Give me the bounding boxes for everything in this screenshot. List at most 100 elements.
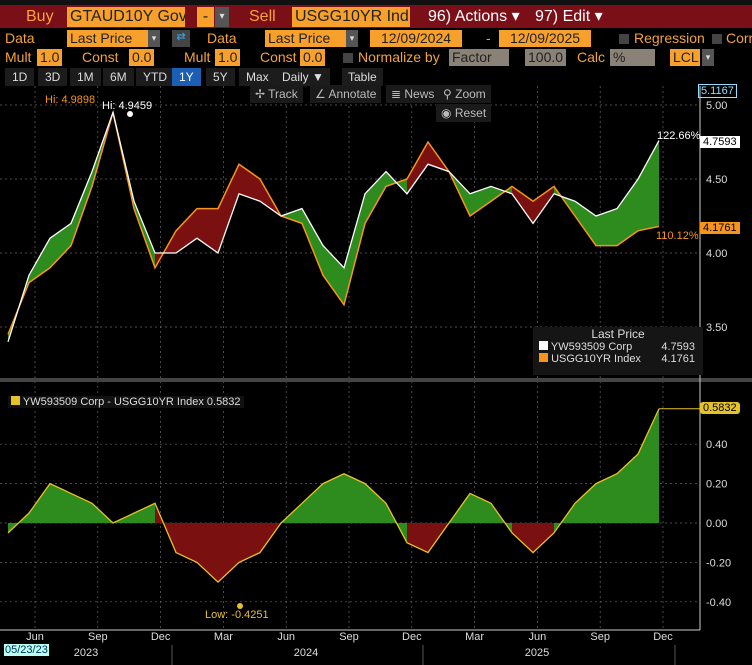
timeframe-1m[interactable]: 1M (70, 68, 101, 86)
panel-divider (0, 378, 752, 382)
normalize-checkbox[interactable] (343, 53, 353, 63)
reset-button[interactable]: ◉ Reset (436, 104, 492, 122)
spread-area-segment (134, 503, 155, 523)
zoom-label: Zoom (455, 87, 486, 101)
chart-area[interactable]: 5.00 4.50 4.00 3.50 0.40 0.20 0.00 -0.20 -0.40 Ju… (0, 86, 752, 665)
date-dash: - (486, 30, 491, 46)
timeframe-3d[interactable]: 3D (38, 68, 68, 86)
spread-area-segment (29, 483, 50, 523)
const1-label: Const (82, 49, 119, 65)
timeframe-ytd[interactable]: YTD (136, 68, 174, 86)
x-month-label: Sep (590, 631, 610, 643)
x-year-label: 2024 (294, 647, 318, 659)
legend-item[interactable]: USGG10YR Index 4.1761 (533, 353, 703, 365)
high-white-label: Hi: 4.9459 (102, 100, 153, 112)
y-tick-label: 4.00 (706, 248, 727, 260)
spread-fill-segment (617, 179, 638, 246)
legend-item[interactable]: YW593509 Corp 4.7593 (533, 341, 703, 353)
track-button[interactable]: ✢ Track (250, 85, 303, 103)
spread-area-segment (239, 523, 260, 563)
timeframe-max[interactable]: Max (239, 68, 276, 86)
mult1-input[interactable]: 1.0 (37, 49, 63, 66)
legend: Last Price YW593509 Corp 4.7593 USGG10YR… (533, 327, 703, 375)
table-button[interactable]: Table (342, 68, 383, 86)
start-date-input[interactable]: 12/09/2024 (370, 30, 462, 47)
corr-label: Corr (726, 30, 752, 46)
swap-icon[interactable]: ⇄ (172, 30, 190, 47)
timeframe-1d[interactable]: 1D (5, 68, 35, 86)
mult2-label: Mult (184, 49, 211, 65)
spread-area-segment (344, 473, 365, 523)
high-marker (127, 111, 133, 117)
const2-label: Const (260, 49, 297, 65)
y-tick-label: 3.50 (706, 322, 727, 334)
sell-ticker-input[interactable]: USGG10YR Ind (292, 7, 410, 27)
spread-swatch (11, 396, 20, 405)
operator-dropdown-icon[interactable]: ▾ (215, 7, 229, 27)
x-month-label: Dec (653, 631, 673, 643)
corr-checkbox[interactable] (712, 34, 722, 44)
normalize-label: Normalize by (358, 49, 440, 65)
zoom-button[interactable]: ⚲ Zoom (438, 85, 491, 103)
spread-legend: YW593509 Corp - USGG10YR Index 0.5832 (8, 396, 244, 408)
operator-select[interactable]: - (197, 7, 214, 27)
spread-area-segment (596, 473, 617, 523)
const2-input[interactable]: 0.0 (300, 49, 326, 66)
period-select[interactable]: Daily ▼ (276, 68, 330, 86)
regression-checkbox[interactable] (619, 34, 629, 44)
spread-area-segment (617, 454, 638, 523)
reset-label: Reset (454, 106, 487, 120)
calc-select[interactable]: % (610, 49, 655, 66)
buy-ticker-input[interactable]: GTAUD10Y Gov (67, 7, 185, 27)
last-orange-badge: 4.1761 (700, 222, 740, 234)
x-year-label: 2025 (525, 647, 549, 659)
pct-orange-label: 110.12% (656, 230, 699, 242)
x-month-label: Sep (339, 631, 359, 643)
regression-label: Regression (634, 30, 705, 46)
usgg10yr-line (7, 112, 660, 335)
x-month-label: Jun (26, 631, 44, 643)
timeframe-6m[interactable]: 6M (103, 68, 134, 86)
spread-area-segment (176, 523, 197, 563)
end-date-input[interactable]: 12/09/2025 (499, 30, 591, 47)
spread-area-segment (575, 483, 596, 523)
news-button[interactable]: ≣ News (386, 85, 440, 103)
spread-y-tick-label: -0.20 (706, 557, 731, 569)
spread-fill-segment (71, 171, 92, 246)
legend-name: YW593509 Corp (550, 341, 633, 353)
data-row: Data Last Price ▾ ⇄ Data Last Price ▾ 12… (0, 30, 752, 48)
low-label: Low: -0.4251 (205, 609, 269, 621)
const1-input[interactable]: 0.0 (129, 49, 155, 66)
spread-fill-segment (638, 140, 659, 231)
data1-dropdown-icon[interactable]: ▾ (148, 30, 160, 47)
spread-y-tick-label: 0.20 (706, 479, 727, 491)
currency-select[interactable]: LCL (670, 49, 700, 66)
track-label: Track (268, 87, 298, 101)
legend-swatch (539, 353, 548, 362)
factor-input[interactable]: 100.0 (525, 49, 567, 66)
spread-fill-segment (302, 208, 323, 276)
timeframe-5y[interactable]: 5Y (206, 68, 235, 86)
actions-menu[interactable]: 96) Actions ▾ (428, 8, 520, 25)
currency-dropdown-icon[interactable]: ▾ (702, 49, 714, 66)
y-tick-label: 5.00 (706, 100, 727, 112)
spread-y-tick-label: 0.00 (706, 518, 727, 530)
calc-label: Calc (577, 49, 606, 65)
timeframe-1y[interactable]: 1Y (172, 68, 201, 86)
spread-fill-segment (533, 186, 554, 224)
edit-menu[interactable]: 97) Edit ▾ (535, 8, 603, 25)
spread-area-segment (302, 483, 323, 523)
annotate-button[interactable]: ∠ Annotate (310, 85, 382, 103)
data2-select[interactable]: Last Price (265, 30, 347, 47)
spread-y-tick-label: 0.40 (706, 439, 727, 451)
legend-swatch (539, 341, 548, 350)
data1-select[interactable]: Last Price (67, 30, 149, 47)
axis-top-value: 5.1167 (698, 84, 737, 98)
last-spread-badge: 0.5832 (700, 402, 740, 414)
normalize-select[interactable]: Factor (449, 49, 509, 66)
mult2-input[interactable]: 1.0 (215, 49, 241, 66)
spread-fill-segment (281, 208, 302, 224)
data2-dropdown-icon[interactable]: ▾ (346, 30, 358, 47)
spread-line (7, 408, 660, 583)
spread-fill-segment (596, 208, 617, 246)
